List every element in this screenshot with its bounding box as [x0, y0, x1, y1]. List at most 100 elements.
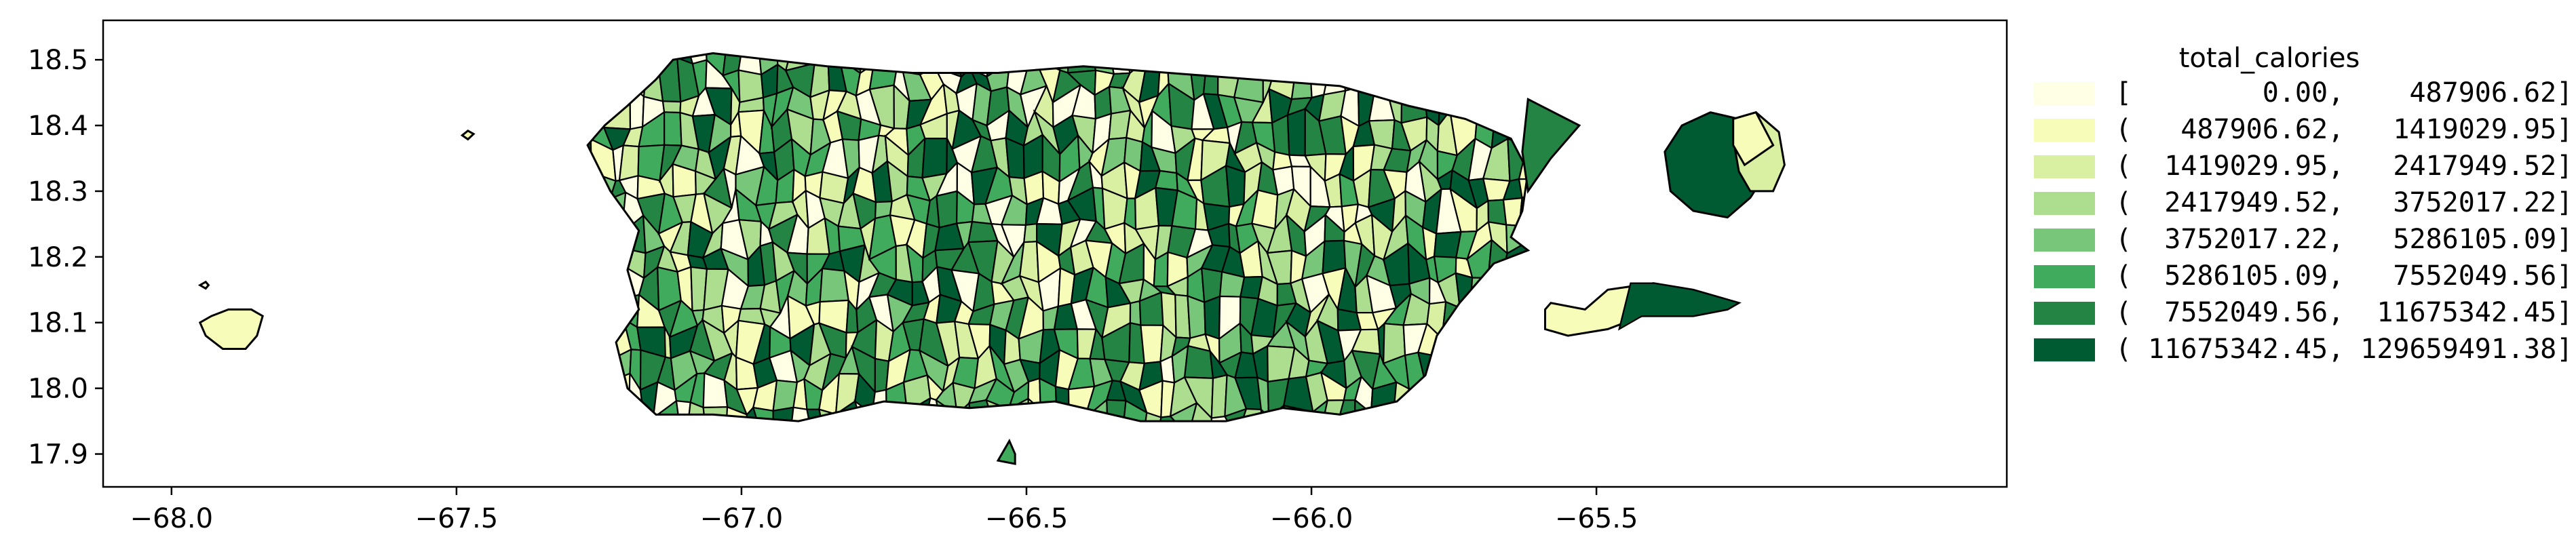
region: [1518, 323, 1529, 364]
region: [1484, 81, 1510, 126]
region: [1169, 401, 1198, 422]
region: [588, 82, 593, 123]
region: [1469, 300, 1494, 332]
region: [1327, 53, 1347, 75]
region: [618, 144, 640, 182]
region: [588, 319, 597, 366]
region: [902, 53, 921, 76]
region: [1516, 372, 1529, 419]
region: [628, 405, 649, 422]
region: [588, 298, 598, 323]
region: [588, 377, 616, 407]
region: [1337, 53, 1362, 74]
legend-swatch: [2034, 82, 2095, 105]
region: [1003, 53, 1029, 72]
region: [1225, 164, 1246, 208]
region: [1499, 350, 1529, 393]
region: [1469, 362, 1493, 391]
x-tick-label: −67.0: [700, 503, 784, 534]
x-tick-label: −67.5: [415, 503, 499, 534]
region: [1503, 53, 1529, 71]
region: [1503, 86, 1524, 126]
region: [1485, 372, 1505, 405]
region: [1485, 349, 1506, 391]
region: [1484, 57, 1513, 89]
region: [592, 319, 611, 366]
region: [752, 406, 774, 422]
region: [1283, 53, 1311, 74]
region: [588, 245, 597, 275]
region: [590, 245, 608, 275]
region: [1374, 56, 1391, 102]
x-tick-label: −66.0: [1270, 503, 1353, 534]
legend-label: ( 3752017.22, 5286105.09]: [2115, 224, 2573, 255]
region: [1233, 67, 1265, 104]
region: [1370, 412, 1395, 422]
region: [967, 53, 993, 78]
mona-island: [198, 308, 264, 350]
region: [1522, 64, 1529, 98]
region: [686, 401, 706, 422]
region: [1518, 406, 1529, 422]
region: [687, 53, 708, 65]
x-tick-label: −68.0: [130, 503, 214, 534]
region: [1204, 295, 1221, 340]
legend: total_calories [ 0.00, 487906.62] ( 48790…: [2034, 43, 2573, 365]
region: [588, 160, 596, 197]
region: [1503, 64, 1525, 95]
region: [1451, 317, 1478, 366]
legend-swatch: [2034, 192, 2095, 215]
region: [1305, 53, 1331, 73]
region: [1499, 372, 1529, 410]
region: [1501, 275, 1529, 313]
region: [588, 58, 596, 101]
region: [663, 111, 683, 146]
region: [986, 53, 1011, 79]
region: [1038, 408, 1060, 422]
legend-label: ( 487906.62, 1419029.95]: [2115, 114, 2573, 145]
region: [636, 53, 663, 71]
region: [737, 53, 763, 76]
region: [1433, 399, 1463, 422]
region: [1357, 54, 1380, 89]
region: [1022, 53, 1050, 73]
region: [724, 405, 748, 422]
region: [590, 83, 606, 129]
region: [1425, 377, 1438, 405]
region: [1188, 401, 1213, 422]
y-tick-label: 18.2: [28, 242, 88, 273]
region: [588, 189, 596, 231]
region: [588, 194, 611, 236]
region: [887, 53, 908, 73]
region: [604, 298, 625, 324]
region: [1465, 397, 1497, 422]
region: [1400, 73, 1425, 101]
region: [1450, 386, 1476, 405]
region: [1468, 53, 1493, 64]
region: [921, 137, 948, 179]
y-axis: 17.9 18.0 18.1 18.2 18.3 18.4 18.5: [28, 45, 103, 471]
region: [1434, 354, 1459, 389]
region: [1425, 398, 1438, 422]
region: [1523, 53, 1529, 69]
region: [826, 53, 841, 60]
region: [588, 53, 597, 75]
region: [1482, 298, 1513, 330]
region: [1268, 53, 1298, 68]
region: [609, 405, 633, 422]
legend-swatch: [2034, 229, 2095, 252]
y-tick-label: 18.5: [28, 45, 88, 76]
region: [1455, 55, 1479, 103]
region: [1223, 408, 1248, 422]
region: [1439, 56, 1463, 103]
region: [702, 406, 729, 422]
region: [1256, 53, 1277, 70]
region: [1524, 239, 1529, 282]
culebra-northeast: [1732, 111, 1775, 167]
region: [885, 406, 910, 422]
region-boundary: [1618, 283, 1632, 330]
region: [1502, 197, 1523, 227]
region: [1409, 53, 1421, 78]
region: [1322, 54, 1347, 96]
